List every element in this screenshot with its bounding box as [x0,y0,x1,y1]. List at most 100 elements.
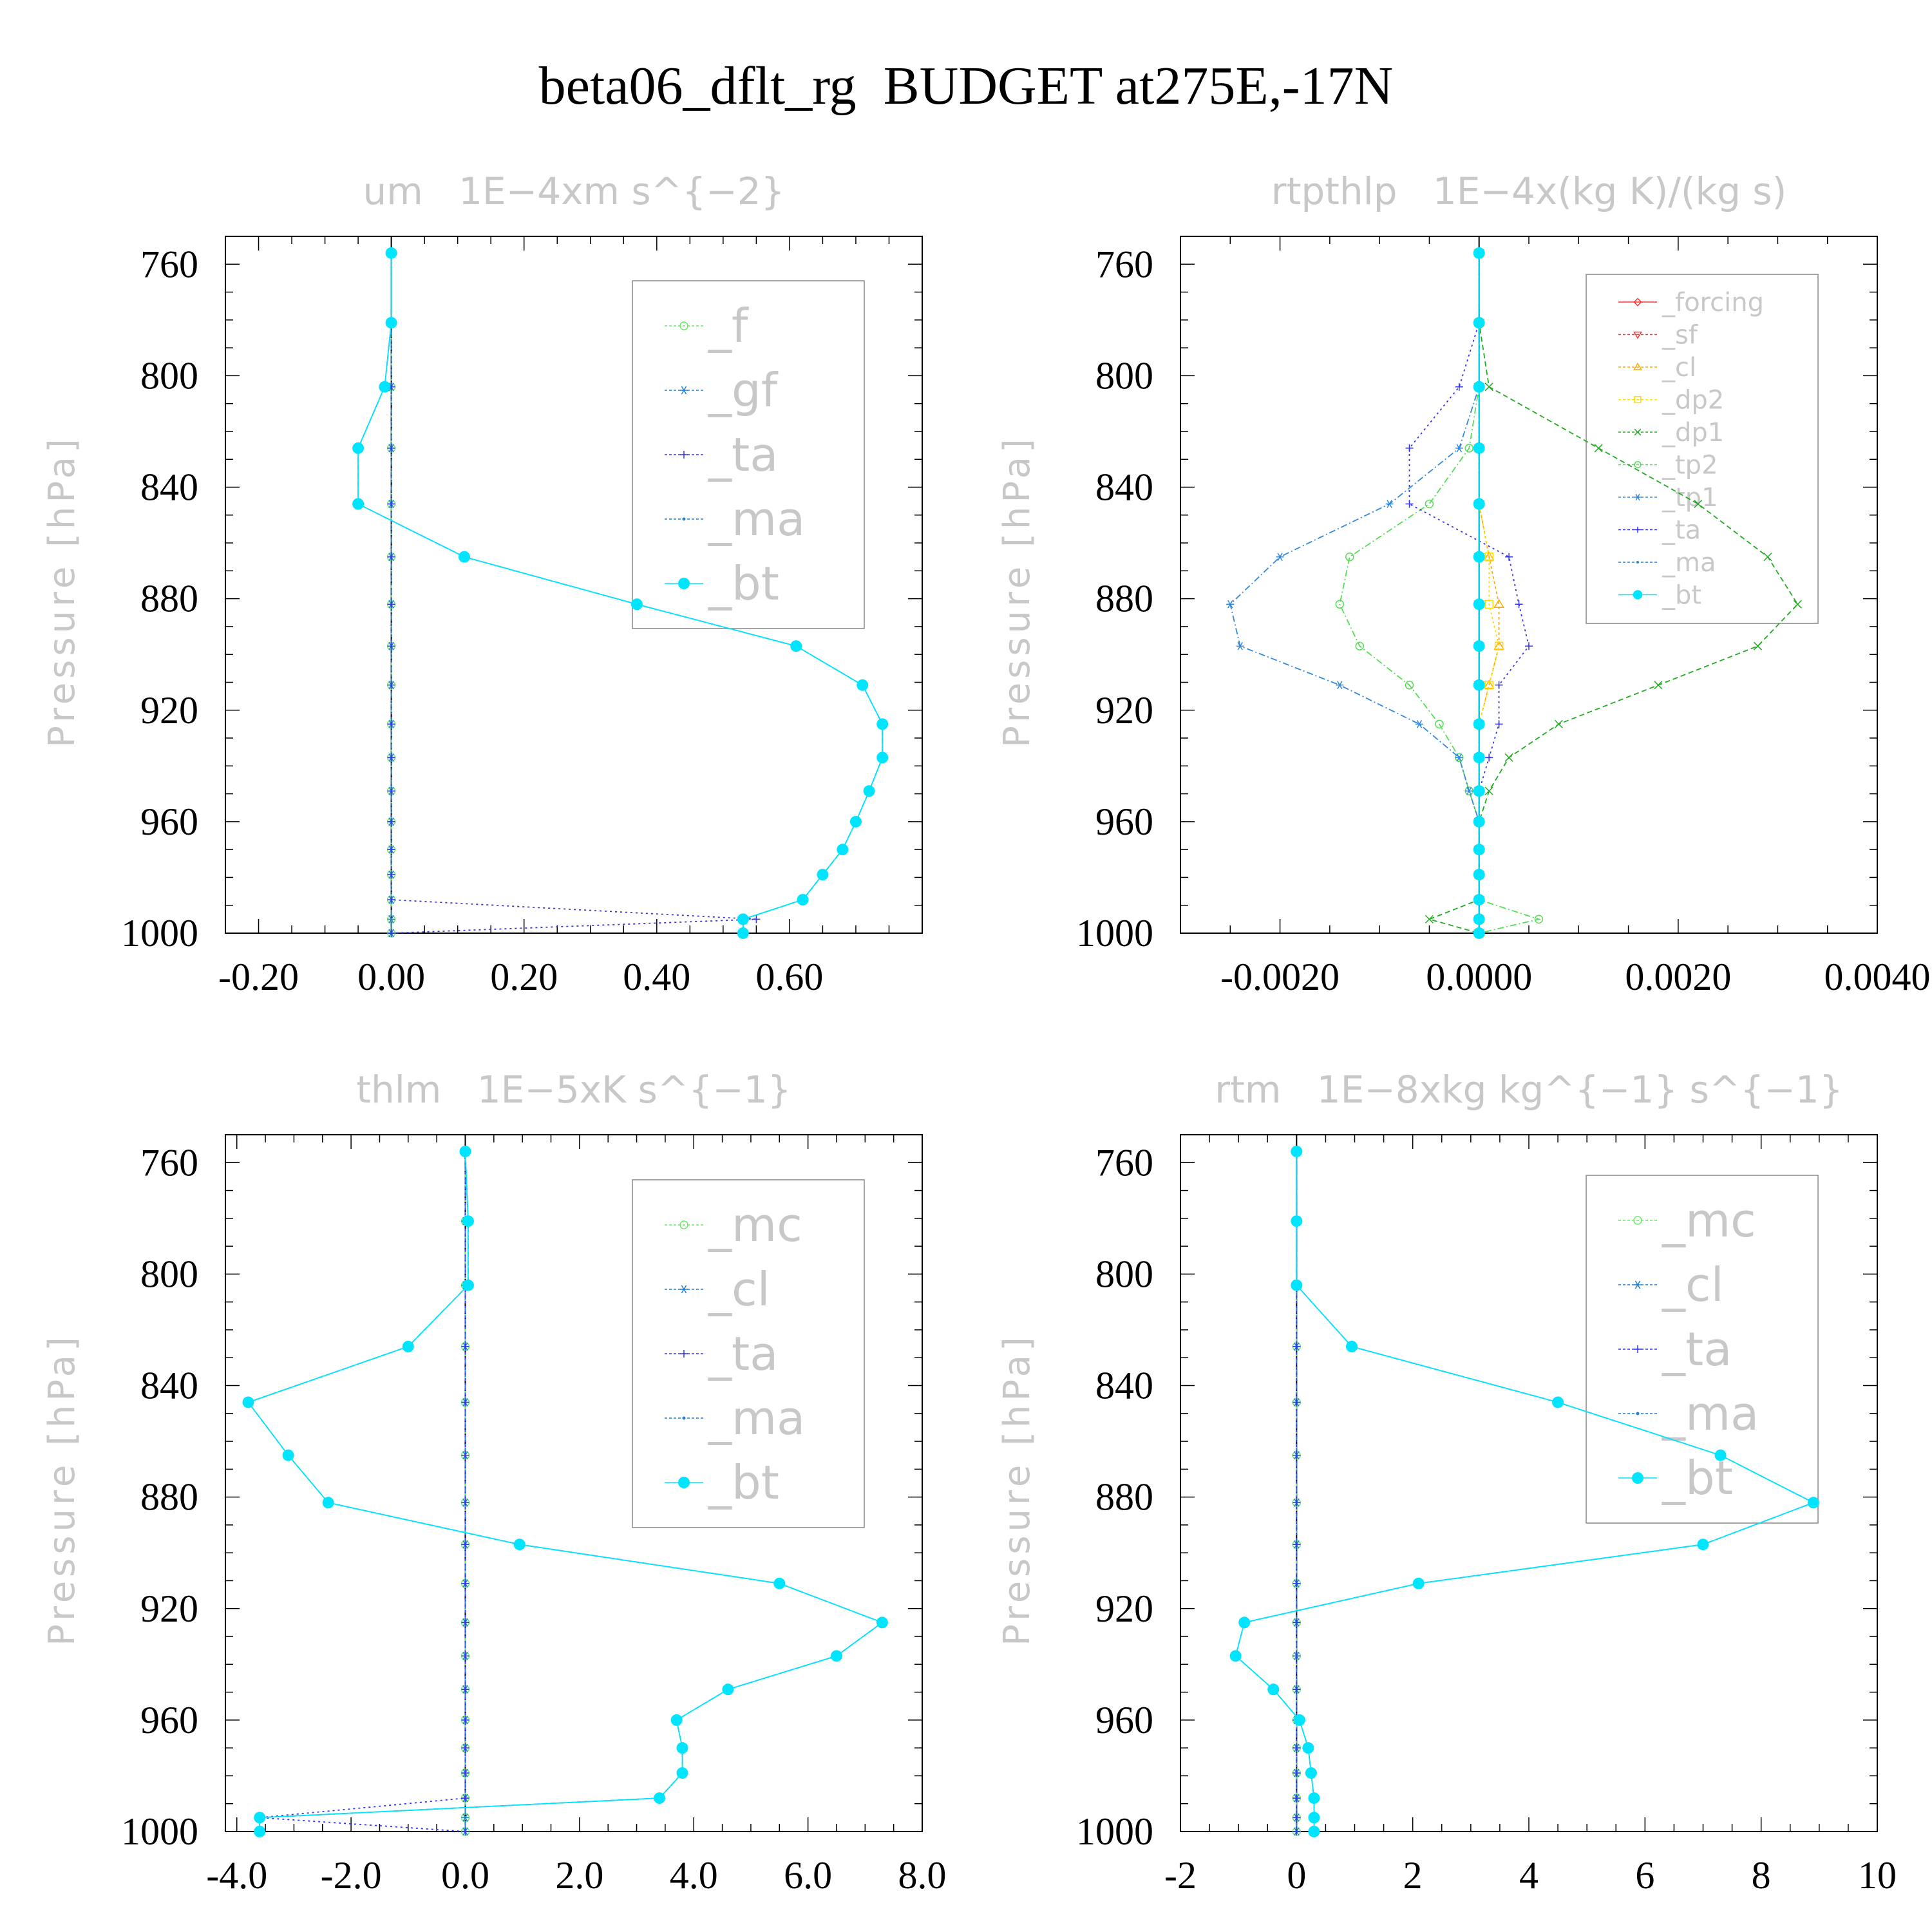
y-tick-label: 1000 [121,1810,198,1853]
series-line [1478,253,1500,933]
series-line [260,1151,466,1832]
legend-marker [1633,298,1642,307]
data-point [1493,598,1504,608]
series-bt [352,247,889,939]
data-point [1267,1683,1280,1696]
data-point [461,1398,469,1406]
y-tick-label: 960 [140,1699,198,1741]
x-tick-label: 0.20 [490,956,558,998]
data-point [1473,785,1485,797]
legend-marker [1634,395,1642,404]
legend-label: _ta [1662,516,1701,545]
x-tick-label: 0.60 [755,956,823,998]
legend-label: _ma [1662,1387,1759,1441]
data-point [752,915,761,923]
legend-marker [1636,561,1639,564]
data-point [1291,1279,1303,1291]
data-point [737,927,749,939]
data-point [1495,720,1503,728]
series-line [1427,253,1799,934]
data-point [458,551,470,563]
data-point [242,1396,254,1408]
data-point [1293,1744,1301,1752]
legend-marker [1634,428,1642,436]
data-point [461,1342,469,1350]
series-ta [256,1147,469,1835]
y-axis-label: Pressure [hPa] [41,435,83,748]
y-tick-label: 880 [140,1476,198,1519]
x-tick-label: 0.0040 [1824,956,1931,998]
data-point [461,1716,469,1724]
x-tick-label: 8 [1752,1854,1771,1897]
data-point [387,720,395,728]
x-tick-label: 6 [1635,1854,1654,1897]
legend-marker [1633,331,1642,339]
data-point [1484,600,1493,609]
data-point [1291,1145,1303,1157]
data-point [654,1792,666,1804]
legend-label: _cl [1662,353,1696,383]
data-point [379,381,391,393]
data-point [1473,927,1485,939]
legend: _mc _cl _ta _ma _bt [632,1179,865,1528]
data-point [857,679,869,691]
data-point [1473,913,1485,925]
x-tick-label: 6.0 [784,1854,832,1897]
legend-label: _gf [708,363,779,417]
y-tick-label: 840 [1095,466,1153,509]
data-point [837,844,849,856]
data-point [387,500,395,508]
data-point [1483,679,1495,689]
x-tick-label: 4.0 [670,1854,718,1897]
legend-label: _f [708,299,749,353]
legend-marker [680,1350,688,1358]
chart-title: rtpthlp 1E−4x(kg K)/(kg s) [1271,169,1787,213]
legend-label: _ta [708,428,778,482]
chart-panel-4: rtm 1E−8xkg kg^{−1} s^{−1} Pressure [hPa]… [996,1068,1897,1897]
data-point [1473,815,1485,828]
series-tp2 [1335,249,1544,938]
x-tick-label: 10 [1858,1854,1897,1897]
data-point [461,1794,469,1803]
data-point [1697,1539,1709,1551]
data-point [1473,640,1485,652]
data-point [1484,383,1493,392]
data-point [387,753,395,762]
chart-panel-1: um 1E−4xm s^{−2} Pressure [hPa] 760 800 840 8… [41,169,923,998]
data-point [1473,442,1485,454]
data-point [461,1579,469,1587]
x-tick-label: 0.0 [441,1854,489,1897]
series-line [1229,253,1480,933]
data-point [863,785,875,797]
data-point [387,929,395,937]
legend-label: _ma [1662,548,1716,578]
data-point [1455,444,1463,453]
data-point [1293,1828,1301,1835]
data-point [1473,679,1485,691]
data-point [1714,1449,1727,1461]
legend-label: _sf [1662,321,1698,350]
y-tick-label: 880 [1095,1476,1153,1519]
y-tick-label: 920 [1095,689,1153,732]
data-point [1308,1826,1320,1837]
data-point [722,1683,734,1696]
data-point [1484,681,1493,690]
legend-label: _cl [708,1262,770,1316]
data-point [1412,1577,1425,1589]
legend-marker [682,517,686,521]
data-point [1302,1742,1314,1754]
y-tick-label: 960 [140,800,198,843]
data-point [1293,1814,1301,1822]
data-point [461,1813,469,1822]
data-point [1473,498,1485,510]
legend-label: _bt [708,556,779,611]
legend-label: _dp2 [1662,386,1724,415]
plot-frame [225,236,923,934]
data-point [387,846,395,854]
y-axis-label: Pressure [hPa] [996,435,1038,748]
data-point [1753,641,1763,650]
data-point [459,1145,471,1157]
legend-label: _ma [708,1391,805,1445]
data-point [1793,600,1802,609]
data-point [1807,1497,1819,1509]
